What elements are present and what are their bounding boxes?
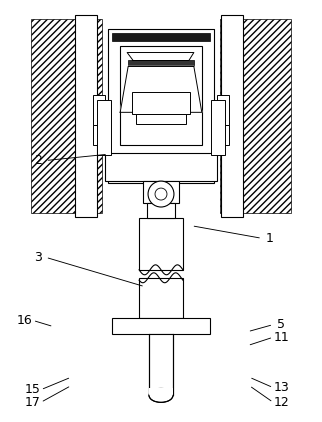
Text: 13: 13 — [273, 381, 289, 394]
Bar — [143, 181, 179, 203]
Text: 2: 2 — [33, 154, 42, 167]
Bar — [147, 203, 175, 218]
Text: 5: 5 — [277, 318, 285, 331]
Bar — [221, 15, 243, 217]
Bar — [112, 32, 210, 41]
Text: 16: 16 — [17, 314, 33, 327]
Text: 1: 1 — [266, 232, 274, 245]
Bar — [93, 125, 105, 145]
Bar — [139, 278, 183, 318]
Bar — [139, 218, 183, 270]
Bar — [217, 95, 229, 125]
Bar — [112, 318, 210, 334]
Bar — [149, 388, 173, 396]
Polygon shape — [120, 67, 202, 112]
Circle shape — [148, 181, 174, 207]
Bar — [149, 334, 173, 395]
Bar — [136, 114, 186, 124]
Text: 17: 17 — [25, 396, 41, 409]
Bar — [211, 100, 225, 155]
Bar — [132, 92, 190, 114]
Text: 12: 12 — [273, 396, 289, 409]
Bar — [120, 46, 202, 145]
Text: 11: 11 — [273, 331, 289, 344]
Bar — [108, 29, 214, 183]
Bar — [31, 19, 102, 213]
Text: 3: 3 — [33, 251, 42, 264]
Ellipse shape — [149, 388, 173, 402]
Bar — [220, 19, 291, 213]
Bar — [97, 100, 111, 155]
Bar — [108, 29, 214, 128]
Bar — [105, 153, 217, 181]
Bar — [93, 95, 105, 125]
Text: 15: 15 — [25, 383, 41, 396]
Bar — [75, 15, 97, 217]
Bar — [118, 29, 204, 128]
Circle shape — [155, 188, 167, 200]
Bar — [217, 125, 229, 145]
Bar — [128, 60, 194, 67]
Polygon shape — [127, 52, 194, 60]
